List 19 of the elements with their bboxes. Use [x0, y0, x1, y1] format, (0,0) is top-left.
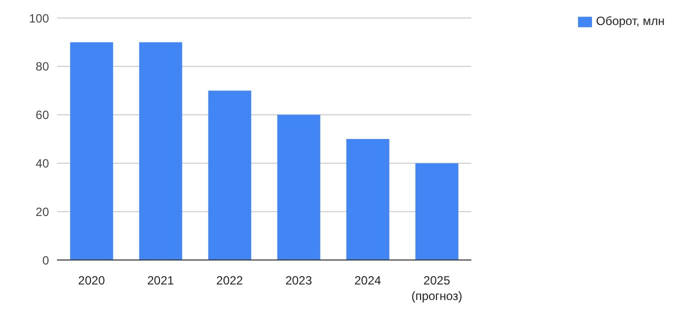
y-tick-label: 0: [42, 253, 50, 268]
x-tick-label: 2020: [78, 274, 106, 288]
x-tick-label: 2025 (прогноз): [411, 274, 462, 304]
x-tick-label: 2024: [354, 274, 382, 288]
y-tick-label: 20: [36, 204, 50, 219]
y-tick-label: 100: [28, 11, 50, 26]
bar: [208, 90, 252, 260]
bar: [70, 42, 114, 260]
bar: [139, 42, 182, 260]
x-tick-label: 2022: [216, 274, 244, 288]
bar: [346, 139, 390, 260]
y-tick-label: 40: [36, 156, 50, 170]
x-tick-label: 2021: [147, 274, 174, 288]
y-tick-label: 60: [36, 108, 50, 122]
y-tick-label: 80: [36, 60, 50, 74]
legend-label: Оборот, млн: [596, 14, 665, 28]
x-tick-label: 2023: [285, 274, 312, 288]
bar: [277, 114, 320, 260]
bar: [415, 163, 458, 260]
